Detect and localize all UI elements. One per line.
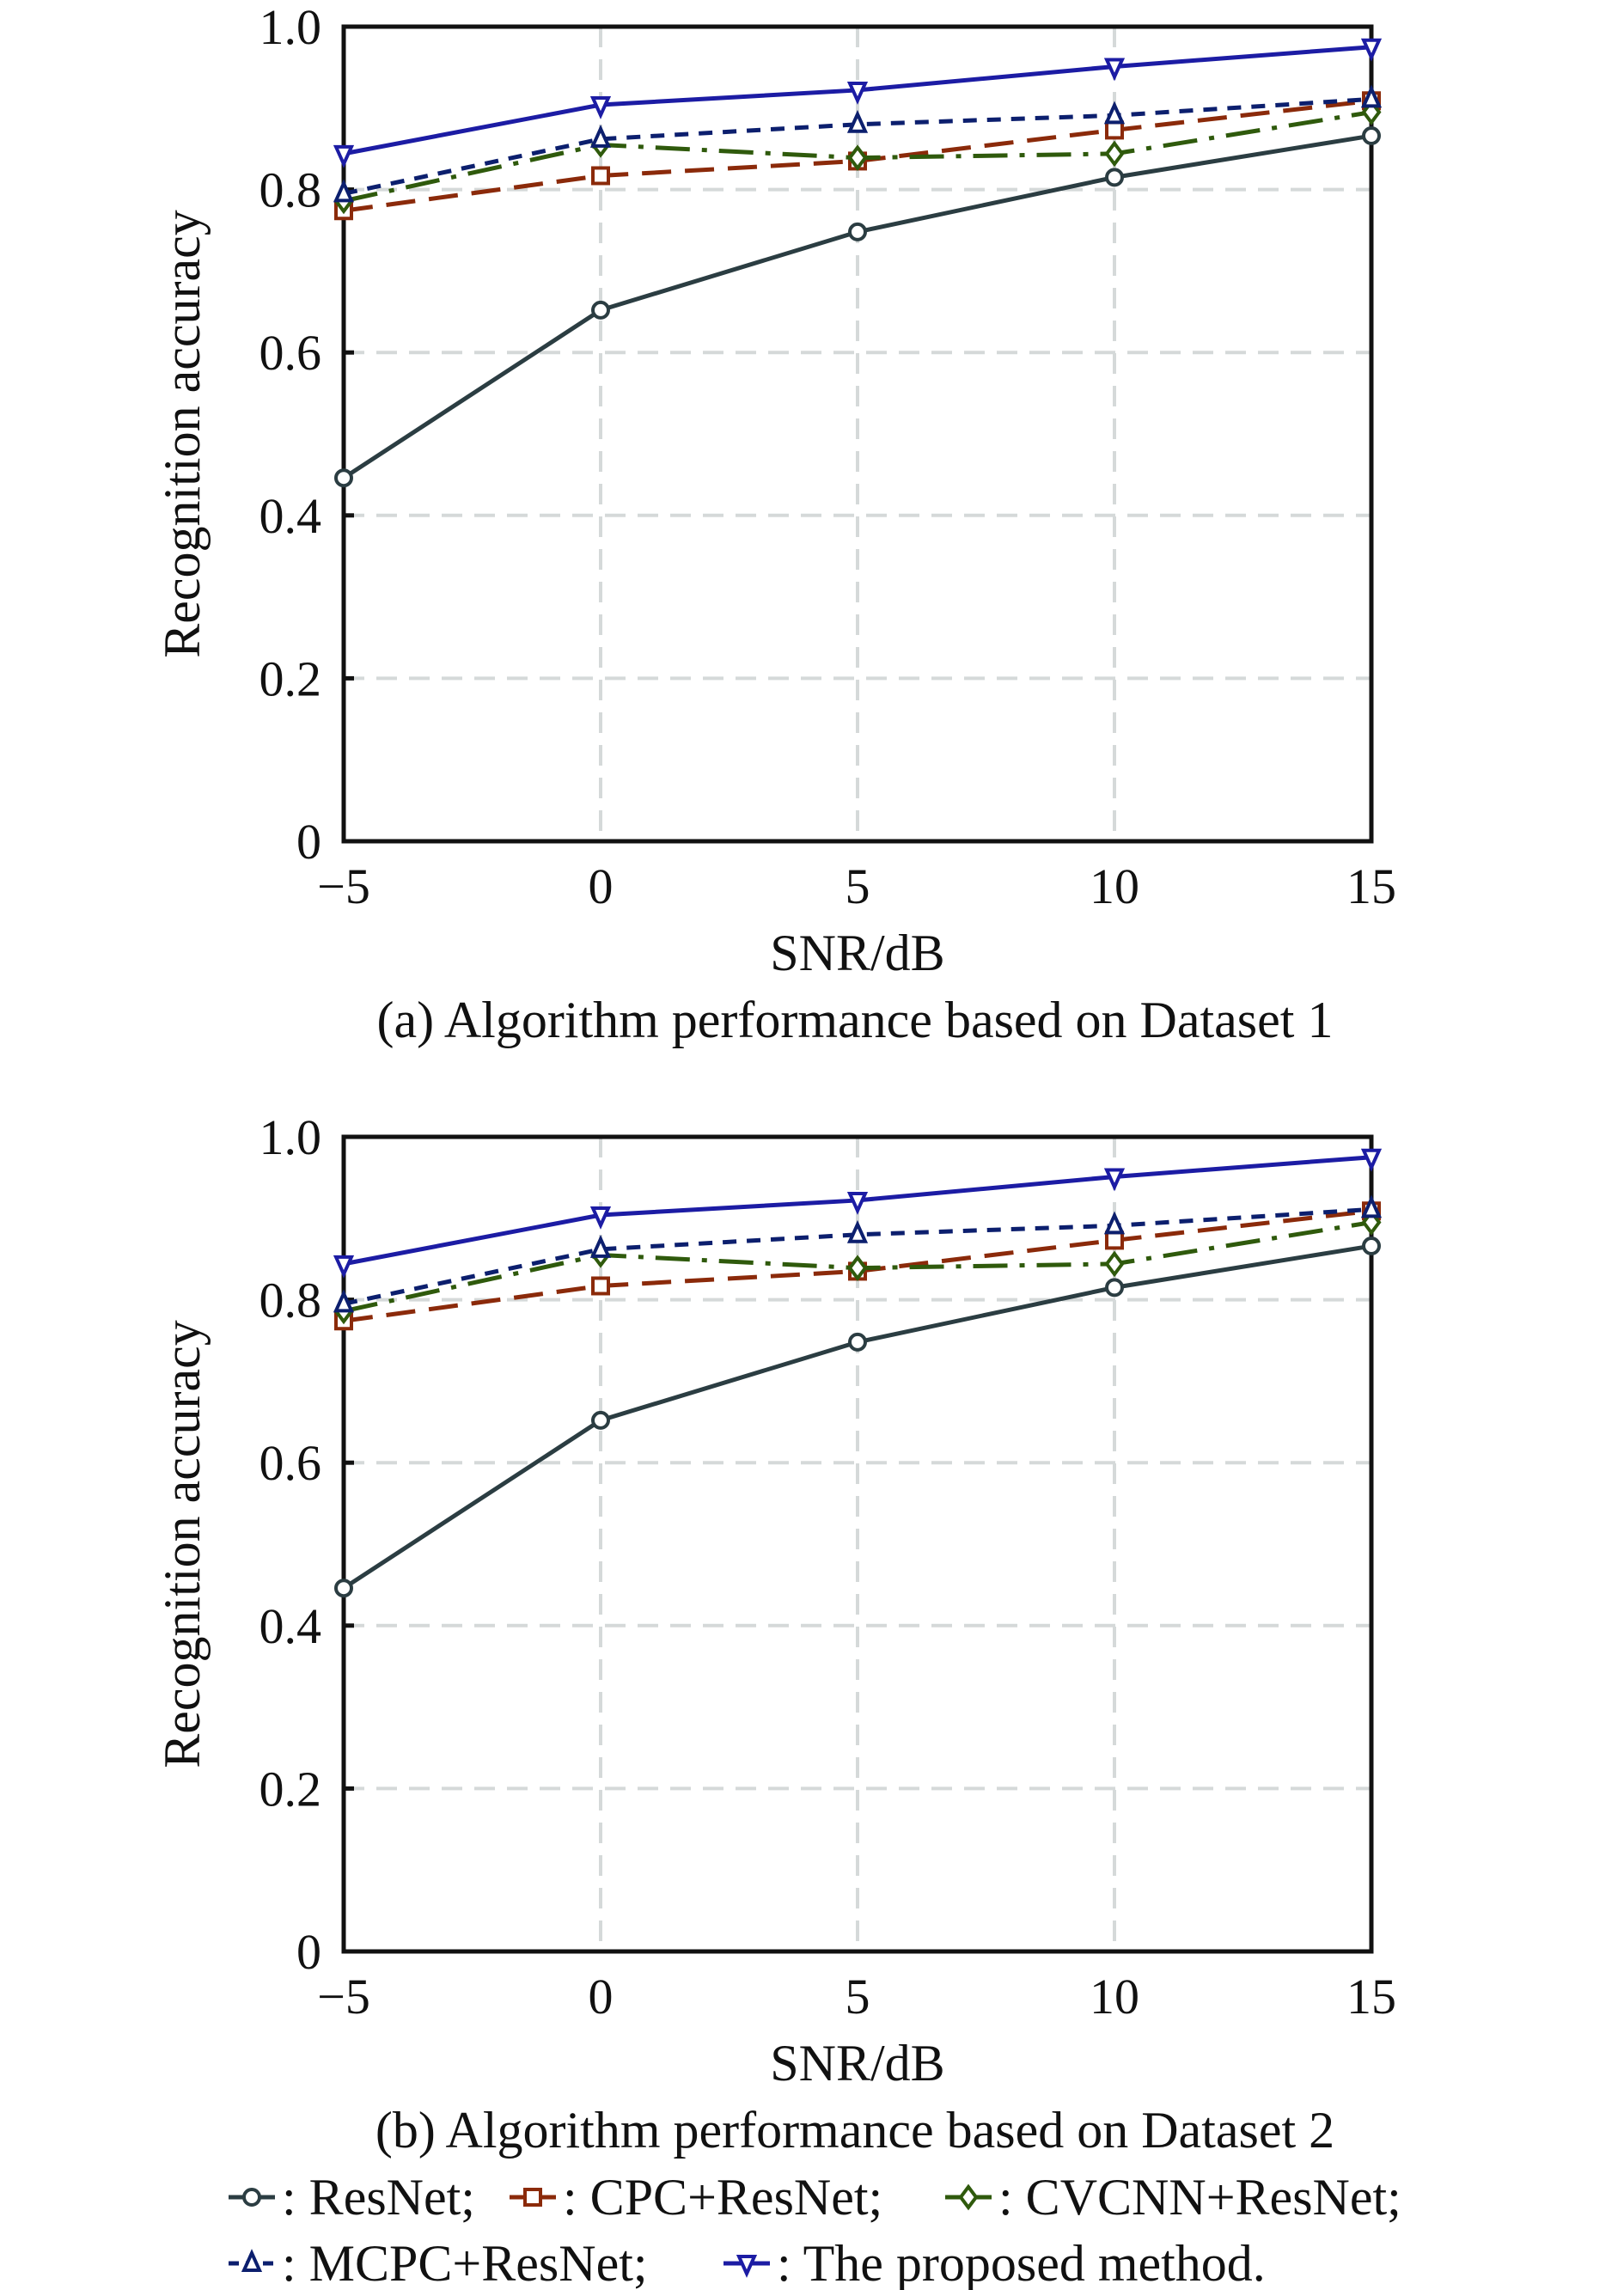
legend-item: : CPC+ResNet; xyxy=(510,2169,882,2226)
y-tick-label: 0 xyxy=(296,814,321,870)
legend-item: : The proposed method. xyxy=(723,2235,1266,2290)
data-point xyxy=(334,1579,353,1598)
y-tick-label: 0.2 xyxy=(259,650,322,706)
data-point xyxy=(848,1332,867,1352)
series-resnet xyxy=(334,126,1381,488)
x-tick-label: 10 xyxy=(1090,858,1139,914)
legend: : ResNet; : CPC+ResNet; : CVCNN+ResNet; : M… xyxy=(229,2169,1401,2290)
legend-item: : MCPC+ResNet; xyxy=(229,2235,648,2290)
data-point xyxy=(591,1410,610,1430)
y-axis-label: Recognition accuracy xyxy=(154,1320,211,1768)
data-point xyxy=(1360,84,1383,108)
series-the-proposed-method xyxy=(333,1148,1383,1279)
data-point xyxy=(847,144,868,171)
y-tick-label: 0.4 xyxy=(259,1598,322,1654)
data-point xyxy=(1103,1211,1126,1235)
x-tick-label: 0 xyxy=(589,858,614,914)
x-tick-label: 5 xyxy=(846,1969,870,2024)
chart-panel-1: 00.20.40.60.81.0−5 0 5 10 15SNR/dBRecognitio… xyxy=(154,0,1396,1048)
x-tick-label: −5 xyxy=(317,858,370,914)
legend-label: : ResNet; xyxy=(282,2169,475,2226)
data-point xyxy=(591,1276,610,1296)
x-tick-label: 0 xyxy=(589,1969,614,2024)
legend-label: : MCPC+ResNet; xyxy=(282,2235,648,2290)
data-point xyxy=(1105,168,1124,187)
y-axis-label: Recognition accuracy xyxy=(154,210,211,657)
x-tick-label: −5 xyxy=(317,1969,370,2024)
data-point xyxy=(846,1219,869,1243)
data-point xyxy=(589,1206,612,1230)
x-tick-label: 15 xyxy=(1346,1969,1396,2024)
data-point xyxy=(589,124,612,148)
x-axis-label: SNR/dB xyxy=(770,2035,944,2092)
series-resnet xyxy=(334,1237,1381,1598)
data-point xyxy=(1104,1250,1125,1278)
legend-marker-icon xyxy=(241,2249,263,2272)
data-point xyxy=(333,1255,355,1279)
legend-item: : ResNet; xyxy=(229,2169,475,2226)
legend-label: : CPC+ResNet; xyxy=(563,2169,882,2226)
data-point xyxy=(846,109,869,133)
data-point xyxy=(1103,101,1126,125)
data-point xyxy=(1103,58,1126,82)
data-point xyxy=(333,1289,355,1313)
series-the-proposed-method xyxy=(333,38,1383,168)
y-tick-label: 1.0 xyxy=(259,1109,322,1165)
data-point xyxy=(1362,126,1381,146)
data-point xyxy=(1360,1148,1383,1172)
data-point xyxy=(589,96,612,119)
y-tick-label: 0.8 xyxy=(259,162,322,218)
x-axis-label: SNR/dB xyxy=(770,925,944,981)
series-mcpc-resnet xyxy=(333,1194,1383,1313)
x-tick-label: 10 xyxy=(1090,1969,1139,2024)
data-point xyxy=(1105,1230,1124,1250)
y-tick-label: 0.4 xyxy=(259,488,322,544)
y-tick-label: 0.6 xyxy=(259,1435,322,1491)
legend-item: : CVCNN+ResNet; xyxy=(945,2169,1401,2226)
plot-frame xyxy=(341,1134,1374,1954)
series-mcpc-resnet xyxy=(333,84,1383,203)
chart-caption: (a) Algorithm performance based on Datas… xyxy=(377,992,1334,1048)
legend-marker-icon xyxy=(242,2188,261,2207)
legend-marker-icon xyxy=(736,2255,758,2278)
legend-label: : CVCNN+ResNet; xyxy=(998,2169,1401,2226)
series-line xyxy=(343,96,1372,196)
plot-frame xyxy=(341,24,1374,844)
series-line xyxy=(343,1206,1372,1306)
data-point xyxy=(1104,140,1125,168)
data-point xyxy=(846,1191,869,1215)
data-point xyxy=(333,179,355,203)
chart-caption: (b) Algorithm performance based on Datas… xyxy=(375,2102,1334,2159)
data-point xyxy=(591,300,610,320)
y-tick-label: 0.2 xyxy=(259,1761,322,1817)
y-tick-label: 0.6 xyxy=(259,325,322,381)
data-point xyxy=(1103,1168,1126,1192)
data-point xyxy=(846,81,869,105)
y-tick-label: 0.8 xyxy=(259,1273,322,1328)
data-point xyxy=(333,144,355,168)
legend-label: : The proposed method. xyxy=(777,2235,1266,2290)
data-point xyxy=(1105,1278,1124,1298)
x-tick-label: 15 xyxy=(1346,858,1396,914)
x-tick-label: 5 xyxy=(846,858,870,914)
chart-panel-2: 00.20.40.60.81.0−5 0 5 10 15SNR/dBRecognitio… xyxy=(154,1109,1396,2159)
data-point xyxy=(589,1234,612,1258)
data-point xyxy=(334,468,353,488)
data-point xyxy=(848,222,867,241)
data-point xyxy=(847,1255,868,1281)
data-point xyxy=(1105,120,1124,140)
data-point xyxy=(1360,1194,1383,1218)
legend-marker-icon xyxy=(523,2188,542,2207)
y-tick-label: 0 xyxy=(296,1924,321,1980)
data-point xyxy=(1360,38,1383,62)
y-tick-label: 1.0 xyxy=(259,0,322,55)
data-point xyxy=(1362,1237,1381,1256)
data-point xyxy=(591,166,610,186)
legend-marker-icon xyxy=(958,2183,979,2211)
